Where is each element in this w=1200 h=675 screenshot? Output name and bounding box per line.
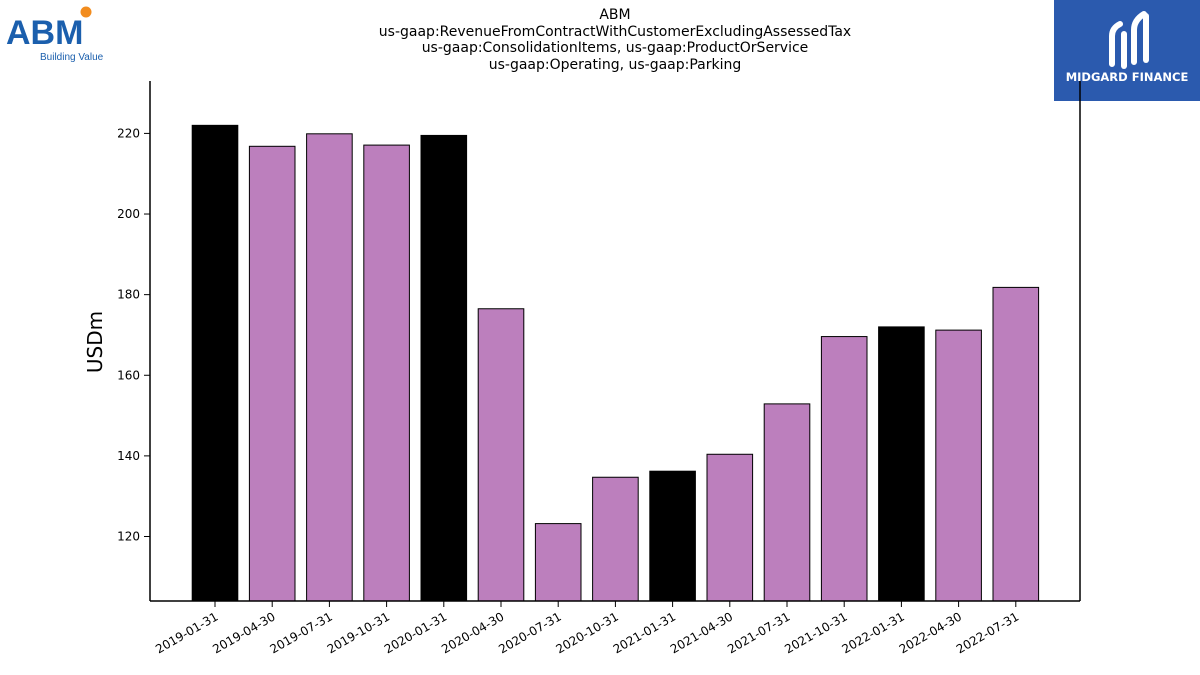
x-tick-label: 2020-07-31 — [496, 609, 563, 656]
x-tick-label: 2019-04-30 — [210, 609, 277, 656]
x-tick-label: 2020-01-31 — [382, 609, 449, 656]
bar-2019-04-30 — [248, 145, 296, 602]
bar-2021-07-31 — [763, 403, 811, 602]
x-tick-label: 2021-10-31 — [782, 609, 849, 656]
abm-tagline: Building Value — [40, 52, 104, 63]
x-tick-label: 2021-07-31 — [725, 609, 792, 656]
x-tick-label: 2021-01-31 — [611, 609, 678, 656]
x-tick-label: 2022-07-31 — [954, 609, 1021, 656]
y-tick-label: 120 — [117, 530, 140, 544]
x-tick-label: 2019-07-31 — [267, 609, 334, 656]
bar-2020-07-31 — [534, 523, 582, 602]
bar-2022-01-31 — [878, 326, 925, 602]
bar-2022-04-30 — [935, 329, 982, 602]
bar-2020-04-30 — [477, 308, 525, 602]
y-tick-label: 220 — [117, 126, 140, 140]
x-tick-label: 2020-04-30 — [439, 609, 506, 656]
chart-title-line: us-gaap:RevenueFromContractWithCustomerE… — [378, 23, 852, 40]
bar-2019-10-31 — [363, 144, 410, 602]
midgard-finance-logo: MIDGARD FINANCE — [1054, 0, 1200, 101]
y-tick-label: 140 — [117, 449, 140, 463]
chart-title: ABM us-gaap:RevenueFromContractWithCusto… — [315, 7, 915, 73]
bar-2021-04-30 — [706, 453, 754, 602]
y-tick-label: 180 — [117, 288, 140, 302]
x-tick-label: 2022-04-30 — [897, 609, 964, 656]
bar-2020-10-31 — [592, 476, 639, 602]
bar-2019-07-31 — [306, 133, 353, 602]
midgard-emblem-icon — [1109, 11, 1149, 69]
y-tick-label: 160 — [117, 368, 140, 382]
x-tick-label: 2019-01-31 — [153, 609, 220, 656]
y-tick-label: 200 — [117, 207, 140, 221]
abm-wordmark: ABM — [6, 14, 83, 52]
x-tick-label: 2019-10-31 — [325, 609, 392, 656]
bar-2021-01-31 — [649, 470, 696, 602]
bar-2022-07-31 — [992, 286, 1040, 602]
chart-title-line: ABM — [599, 7, 631, 23]
x-tick-label: 2021-04-30 — [668, 609, 735, 656]
bar-2021-10-31 — [820, 336, 868, 602]
x-tick-label: 2020-10-31 — [553, 609, 620, 656]
bar-2020-01-31 — [420, 134, 468, 602]
bar-2019-01-31 — [191, 124, 239, 602]
chart-title-line: us-gaap:Operating, us-gaap:Parking — [488, 56, 742, 73]
abm-orange-dot — [80, 6, 92, 18]
y-axis-label: USDm — [83, 311, 107, 373]
x-tick-label: 2022-01-31 — [839, 609, 906, 656]
midgard-wordmark: MIDGARD FINANCE — [1066, 70, 1189, 84]
chart-title-line: us-gaap:ConsolidationItems, us-gaap:Prod… — [421, 40, 809, 56]
abm-logo: ABM Building Value — [4, 4, 116, 66]
